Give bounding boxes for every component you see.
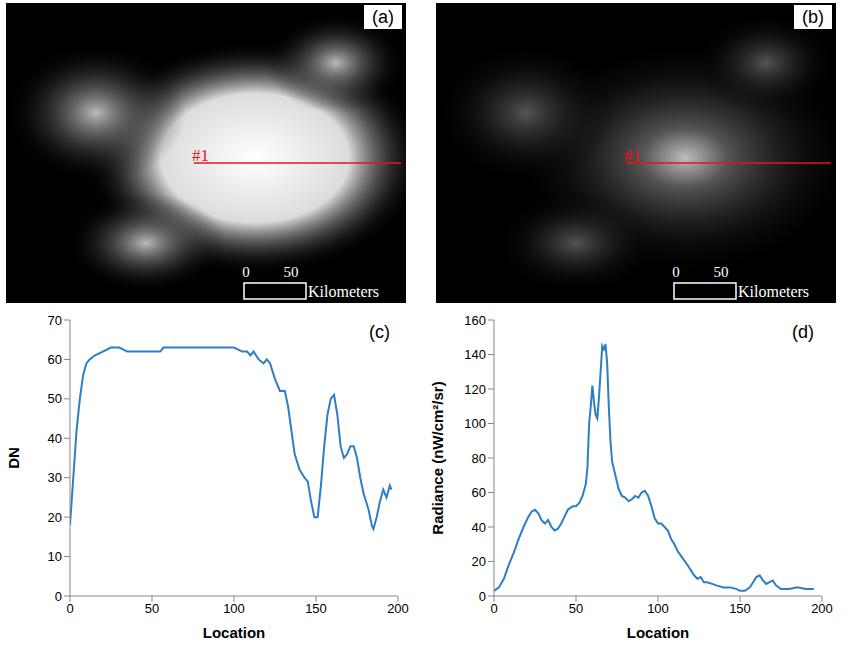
svg-text:50: 50 [48,391,62,406]
svg-text:200: 200 [811,601,833,616]
svg-text:150: 150 [305,601,327,616]
svg-text:50: 50 [569,601,583,616]
svg-text:Kilometers: Kilometers [308,283,379,300]
svg-text:0: 0 [242,264,250,280]
svg-text:Kilometers: Kilometers [738,283,809,300]
svg-text:140: 140 [464,347,486,362]
svg-text:70: 70 [48,313,62,328]
svg-text:60: 60 [472,485,486,500]
svg-text:0: 0 [66,601,73,616]
html-text:(d): (d) [792,322,814,342]
svg-text:0: 0 [479,589,486,604]
svg-text:0: 0 [55,589,62,604]
html-text:(c): (c) [369,322,390,342]
svg-text:200: 200 [387,601,409,616]
svg-text:100: 100 [223,601,245,616]
svg-text:100: 100 [464,416,486,431]
svg-text:DN: DN [5,447,22,469]
svg-text:40: 40 [472,520,486,535]
svg-text:80: 80 [472,451,486,466]
svg-text:Radiance (nW/cm²/sr): Radiance (nW/cm²/sr) [429,381,446,534]
svg-text:Location: Location [627,624,690,641]
svg-text:#1: #1 [624,146,641,165]
svg-text:10: 10 [48,549,62,564]
svg-text:(b): (b) [802,7,824,27]
svg-text:120: 120 [464,382,486,397]
svg-text:#1: #1 [192,146,209,165]
svg-text:100: 100 [647,601,669,616]
svg-text:60: 60 [48,352,62,367]
svg-text:50: 50 [284,264,299,280]
svg-text:(a): (a) [372,7,394,27]
svg-text:0: 0 [672,264,680,280]
svg-text:Location: Location [203,624,266,641]
svg-text:20: 20 [472,554,486,569]
svg-text:40: 40 [48,431,62,446]
svg-text:30: 30 [48,470,62,485]
svg-text:150: 150 [729,601,751,616]
svg-text:0: 0 [490,601,497,616]
svg-text:160: 160 [464,313,486,328]
svg-text:50: 50 [714,264,729,280]
svg-text:20: 20 [48,510,62,525]
svg-text:50: 50 [145,601,159,616]
